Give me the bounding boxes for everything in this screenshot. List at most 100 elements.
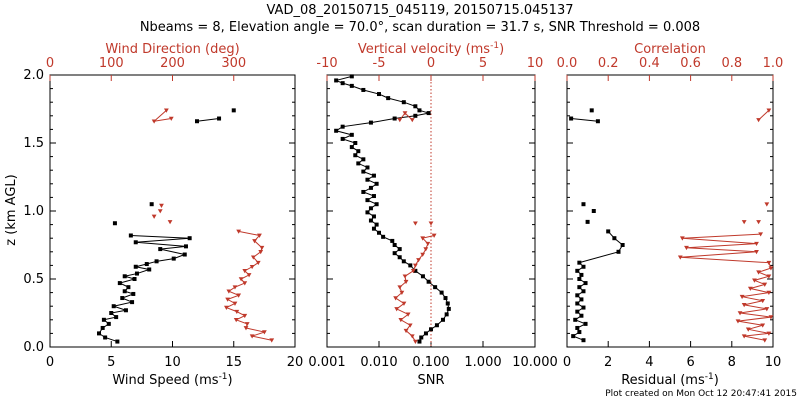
series-residual-2	[581, 108, 596, 224]
top-axis-label-wind: Wind Direction (deg)	[105, 42, 239, 57]
data-point-marker	[101, 317, 106, 322]
data-point-marker	[760, 298, 766, 304]
data-point-marker	[423, 331, 428, 336]
top-tick-label: 0	[46, 56, 54, 71]
data-point-marker	[426, 111, 431, 116]
data-point-marker	[371, 194, 376, 199]
data-point-marker	[371, 226, 376, 231]
data-point-marker	[397, 118, 403, 123]
data-point-marker	[361, 189, 366, 194]
data-point-marker	[168, 116, 174, 121]
title-line-1: VAD_08_20150715_045119, 20150715.045137	[267, 3, 574, 18]
x-tick-label: 8	[728, 355, 736, 370]
data-point-marker	[612, 236, 617, 241]
data-point-marker	[684, 245, 689, 251]
series-residual-0	[571, 229, 625, 343]
data-point-marker	[413, 263, 418, 268]
data-point-marker	[393, 296, 399, 301]
data-point-marker	[120, 296, 125, 301]
data-point-marker	[445, 301, 450, 306]
data-point-marker	[440, 317, 445, 322]
data-point-marker	[581, 202, 586, 207]
x-tick-label: 0.010	[360, 355, 397, 370]
data-point-marker	[408, 263, 413, 268]
data-point-marker	[756, 270, 761, 275]
data-point-marker	[409, 118, 415, 123]
data-point-marker	[392, 116, 397, 121]
data-point-marker	[413, 339, 418, 344]
data-point-marker	[242, 313, 248, 319]
series-wind-0	[97, 233, 192, 344]
data-point-marker	[768, 266, 774, 271]
data-point-marker	[259, 245, 265, 251]
data-point-marker	[151, 119, 157, 124]
data-point-marker	[579, 313, 584, 318]
data-point-marker	[100, 325, 105, 330]
x-tick-label: 5	[107, 355, 115, 370]
data-point-marker	[334, 128, 339, 133]
data-point-marker	[407, 323, 413, 328]
y-axis-label: z (km AGL)	[4, 174, 19, 245]
data-point-marker	[353, 153, 358, 158]
data-point-marker	[349, 132, 354, 137]
series-line	[571, 118, 598, 122]
data-point-marker	[764, 202, 770, 207]
data-point-marker	[581, 264, 586, 269]
data-point-marker	[766, 260, 772, 266]
data-point-marker	[386, 96, 391, 101]
data-point-marker	[401, 100, 406, 105]
data-point-marker	[595, 119, 600, 124]
data-point-marker	[392, 243, 397, 247]
data-point-marker	[122, 289, 127, 294]
data-point-marker	[243, 326, 249, 331]
data-point-marker	[581, 338, 586, 343]
data-point-marker	[762, 282, 768, 287]
data-point-marker	[579, 272, 584, 277]
data-point-marker	[103, 335, 108, 340]
data-point-marker	[405, 312, 411, 317]
x-tick-label: 10	[765, 355, 782, 370]
data-point-marker	[158, 247, 163, 252]
data-point-marker	[419, 335, 424, 340]
top-tick-label: 5	[479, 56, 487, 71]
data-point-marker	[420, 274, 425, 279]
top-tick-label: 0.8	[721, 56, 742, 71]
data-point-marker	[571, 334, 576, 339]
data-point-marker	[151, 214, 157, 219]
data-point-marker	[122, 274, 127, 279]
data-point-marker	[144, 262, 149, 267]
x-tick-label: 1.000	[464, 355, 501, 370]
data-point-marker	[754, 241, 759, 247]
data-point-marker	[577, 330, 582, 335]
y-tick-label: 2.0	[23, 68, 44, 83]
data-point-marker	[752, 278, 757, 283]
data-point-marker	[97, 331, 101, 336]
data-point-marker	[398, 318, 404, 323]
data-point-marker	[434, 323, 439, 328]
series-line	[152, 109, 172, 123]
data-point-marker	[606, 229, 611, 234]
data-point-marker	[410, 269, 416, 274]
series-line	[196, 118, 220, 122]
data-point-marker	[182, 252, 187, 257]
data-point-marker	[439, 290, 444, 295]
data-point-marker	[397, 255, 402, 260]
data-point-marker	[581, 305, 586, 310]
data-point-marker	[741, 334, 747, 339]
data-point-marker	[365, 177, 370, 182]
data-point-marker	[111, 304, 116, 309]
data-point-marker	[340, 136, 345, 141]
data-point-marker	[374, 181, 379, 186]
data-point-marker	[242, 281, 248, 286]
data-point-marker	[679, 236, 685, 241]
data-point-marker	[236, 229, 242, 234]
data-point-marker	[255, 260, 261, 266]
data-point-marker	[356, 161, 361, 166]
data-point-marker	[258, 250, 264, 255]
data-point-marker	[231, 108, 236, 113]
data-point-marker	[413, 113, 418, 118]
x-tick-label: 10.000	[512, 355, 558, 370]
data-point-marker	[224, 305, 229, 310]
data-point-marker	[745, 327, 751, 332]
data-point-marker	[397, 285, 403, 290]
